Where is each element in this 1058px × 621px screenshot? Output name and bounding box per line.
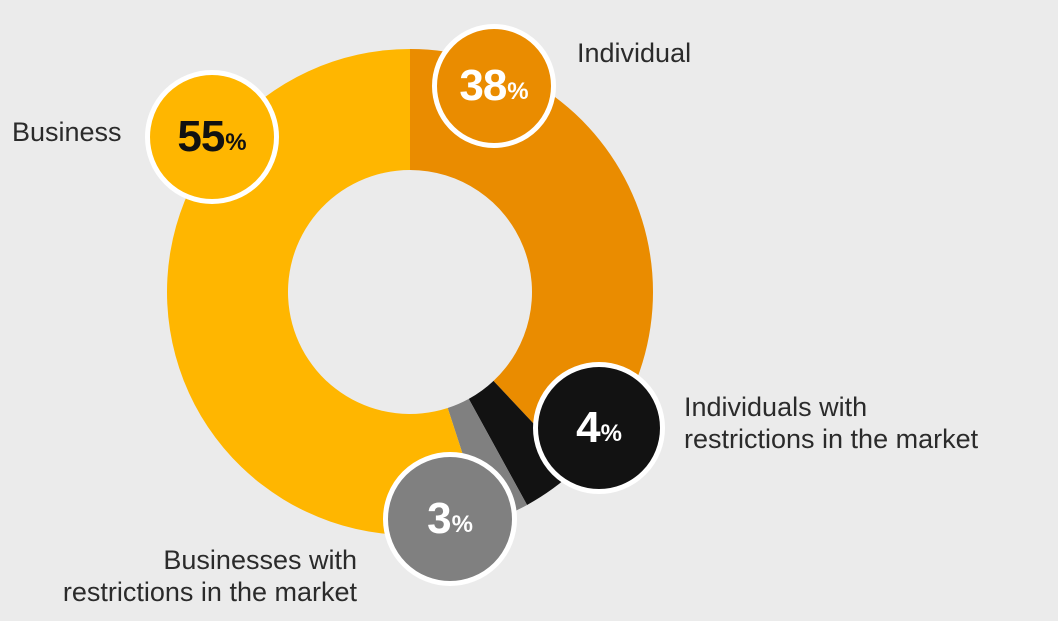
value-unit: % — [225, 129, 247, 156]
label-business: Business — [12, 117, 122, 147]
slice-individual_restricted — [468, 380, 577, 505]
value-number: 55 — [177, 112, 225, 161]
value-unit: % — [507, 78, 529, 105]
value-number: 4 — [576, 403, 601, 452]
value-unit: % — [451, 511, 473, 538]
label-individual: Individual — [577, 38, 692, 68]
value-bubble-business-restricted: 3 % — [383, 452, 517, 586]
value-unit: % — [600, 420, 622, 447]
value-bubble-individual-restricted: 4 % — [533, 362, 665, 494]
value-number: 38 — [459, 61, 507, 110]
value-bubble-business: 55 % — [145, 70, 279, 204]
label-business-restricted: Businesses with restrictions in the mark… — [62, 545, 357, 607]
value-bubble-individual: 38 % — [432, 24, 556, 148]
label-individual-restricted: Individuals with restrictions in the mar… — [684, 392, 979, 454]
value-number: 3 — [427, 494, 452, 543]
